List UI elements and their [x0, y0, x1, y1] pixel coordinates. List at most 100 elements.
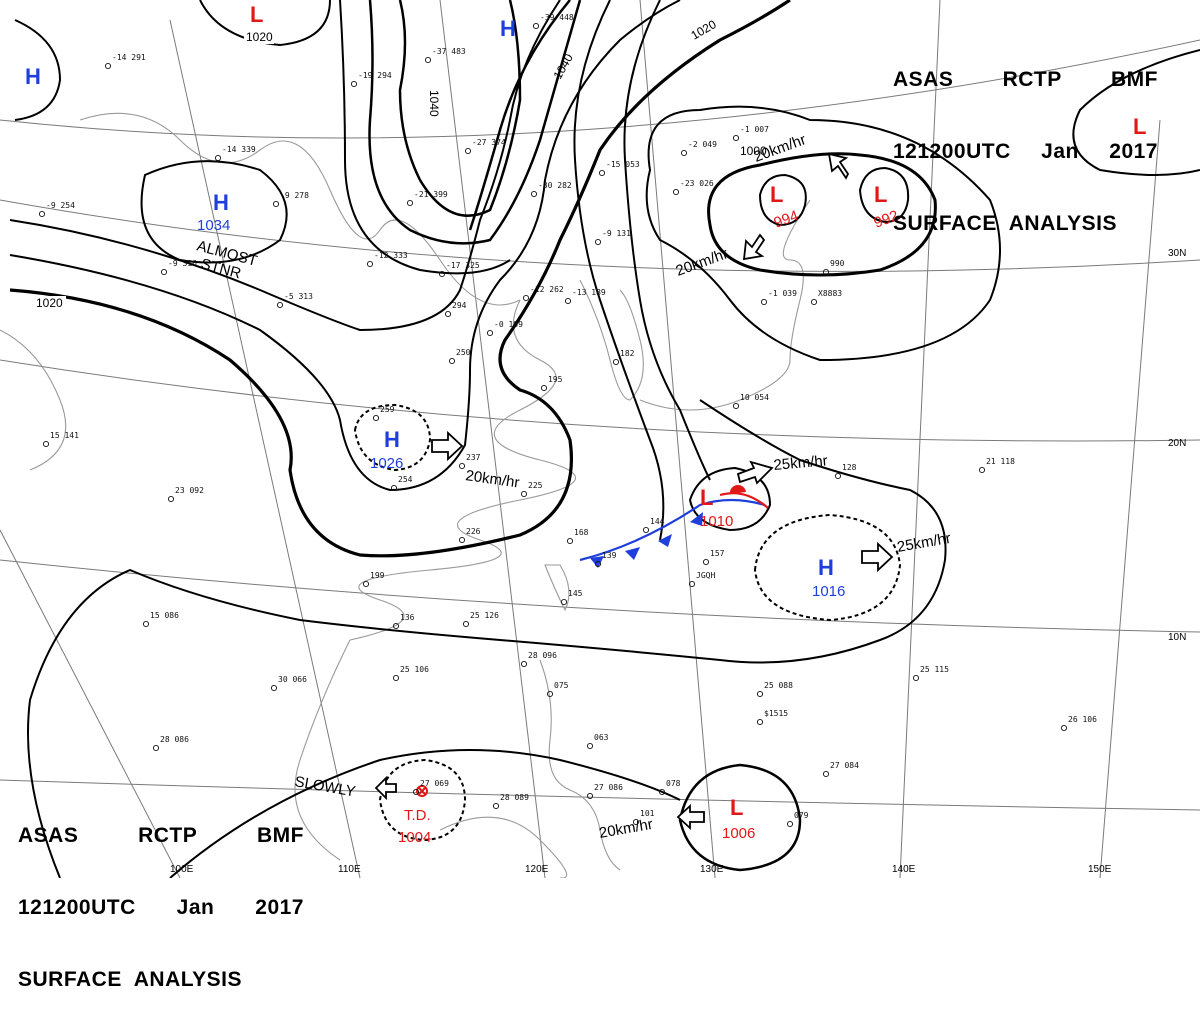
- isobar-h2-ring: [140, 160, 288, 264]
- lat-30-line: [0, 199, 1200, 272]
- station-circle-icon: [406, 199, 414, 207]
- station-plot: 168: [566, 528, 589, 545]
- station-plot: -30 282: [530, 181, 572, 198]
- station-circle-icon: [520, 660, 528, 668]
- station-value: -9 278: [280, 191, 309, 200]
- station-circle-icon: [978, 466, 986, 474]
- isobar-1020-northwest: [199, 0, 331, 47]
- station-circle-icon: [586, 792, 594, 800]
- cold-front-triangle-4: [690, 512, 703, 526]
- station-circle-icon: [658, 788, 666, 796]
- station-value: 27 069: [420, 779, 449, 788]
- station-circle-icon: [458, 536, 466, 544]
- coast-asia-north: [79, 112, 521, 306]
- lon-140-line: [899, 0, 941, 878]
- station-plot: -9 278: [272, 191, 309, 208]
- station-value: 294: [452, 301, 467, 310]
- lat-0-line: [0, 779, 1200, 811]
- station-plot: -17 325: [438, 261, 480, 278]
- station-plots: -14 291 -14 339 -9 278 -9 254 -9 316 -5 313 -1…: [38, 13, 1097, 828]
- station-plot: 195: [540, 375, 563, 392]
- station-circle-icon: [586, 742, 594, 750]
- station-plot: 26 106: [1060, 715, 1097, 732]
- isobar-outer-west: [339, 0, 511, 275]
- station-circle-icon: [270, 684, 278, 692]
- caption-bottom-code: BMF: [257, 824, 304, 847]
- station-value: 237: [466, 453, 481, 462]
- caption-top: ASAS RCTP BMF 121200UTC Jan 2017 SURFACE…: [893, 20, 1158, 260]
- coastlines: [0, 112, 811, 878]
- lon-150-line: [1099, 119, 1161, 878]
- station-circle-icon: [598, 169, 606, 177]
- station-plot: 21 118: [978, 457, 1015, 474]
- coast-indochina: [294, 639, 351, 861]
- station-circle-icon: [530, 190, 538, 198]
- high-center-h4-value: 1026: [370, 455, 403, 472]
- isobar-low-992-inner: [858, 166, 910, 224]
- isobar-label-a: 1020: [246, 30, 273, 44]
- station-value: 226: [466, 527, 481, 536]
- station-value: 144: [650, 517, 665, 526]
- station-value: -17 325: [446, 261, 480, 270]
- station-value: -27 374: [472, 138, 506, 147]
- station-value: 139: [602, 551, 617, 560]
- station-circle-icon: [520, 490, 528, 498]
- td-symbol-cross-b: [417, 786, 427, 796]
- lon-120-label: 120E: [525, 864, 549, 875]
- station-value: -9 316: [168, 259, 197, 268]
- station-circle-icon: [566, 537, 574, 545]
- station-circle-icon: [1060, 724, 1068, 732]
- isobar-1020-northeast: [468, 0, 571, 231]
- station-circle-icon: [392, 674, 400, 682]
- low-center-l4: L: [1133, 114, 1146, 139]
- isobar-lows-ring: [645, 105, 1001, 362]
- station-plot: -12 333: [366, 251, 408, 268]
- station-plot: -39 448: [532, 13, 574, 30]
- coast-philippines: [539, 659, 621, 871]
- station-plot: 25 088: [756, 681, 793, 698]
- isobar-low-1010-ring: [688, 466, 772, 532]
- caption-bottom-station: RCTP: [138, 824, 198, 847]
- station-circle-icon: [688, 580, 696, 588]
- map-background: [0, 0, 1200, 878]
- station-plot: -9 131: [594, 229, 631, 246]
- arrow-h5: [861, 541, 894, 573]
- station-value: 199: [370, 571, 385, 580]
- high-center-h5: H: [818, 555, 834, 580]
- low-center-l2: L: [770, 182, 783, 207]
- station-circle-icon: [42, 440, 50, 448]
- arrow-h4: [431, 430, 464, 462]
- station-plot: -12 262: [522, 285, 564, 302]
- station-plot: -21 399: [406, 190, 448, 207]
- caption-top-month: Jan: [1041, 140, 1079, 163]
- station-circle-icon: [412, 788, 420, 796]
- station-value: 101: [640, 809, 655, 818]
- td-symbol-icon: [416, 785, 428, 797]
- coast-china-east: [349, 299, 576, 641]
- station-circle-icon: [167, 495, 175, 503]
- station-value: -15 053: [606, 160, 640, 169]
- isobar-1020-main: [9, 0, 791, 558]
- station-value: 30 066: [278, 675, 307, 684]
- td-label: T.D.: [404, 807, 431, 824]
- station-circle-icon: [438, 270, 446, 278]
- station-plot: 139: [594, 551, 617, 568]
- station-circle-icon: [560, 598, 568, 606]
- station-value: -21 399: [414, 190, 448, 199]
- station-plot: X8883: [810, 289, 842, 306]
- motion-arrows: [374, 152, 894, 831]
- station-value: 28 096: [528, 651, 557, 660]
- station-plot: 079: [786, 811, 809, 828]
- station-plot: 145: [560, 589, 583, 606]
- station-circle-icon: [464, 147, 472, 155]
- station-plot: 27 084: [822, 761, 859, 778]
- isobar-mid-2: [9, 0, 561, 332]
- lon-110-label: 110E: [338, 864, 361, 875]
- coast-taiwan: [544, 564, 570, 612]
- grid-labels: 30N 20N 10N 110E 120E 130E 140E 150E 100…: [170, 248, 1186, 875]
- station-circle-icon: [492, 802, 500, 810]
- station-plot: 27 086: [586, 783, 623, 800]
- caption-top-agency: ASAS: [893, 68, 954, 91]
- station-circle-icon: [680, 149, 688, 157]
- station-plot: -1 007: [732, 125, 769, 142]
